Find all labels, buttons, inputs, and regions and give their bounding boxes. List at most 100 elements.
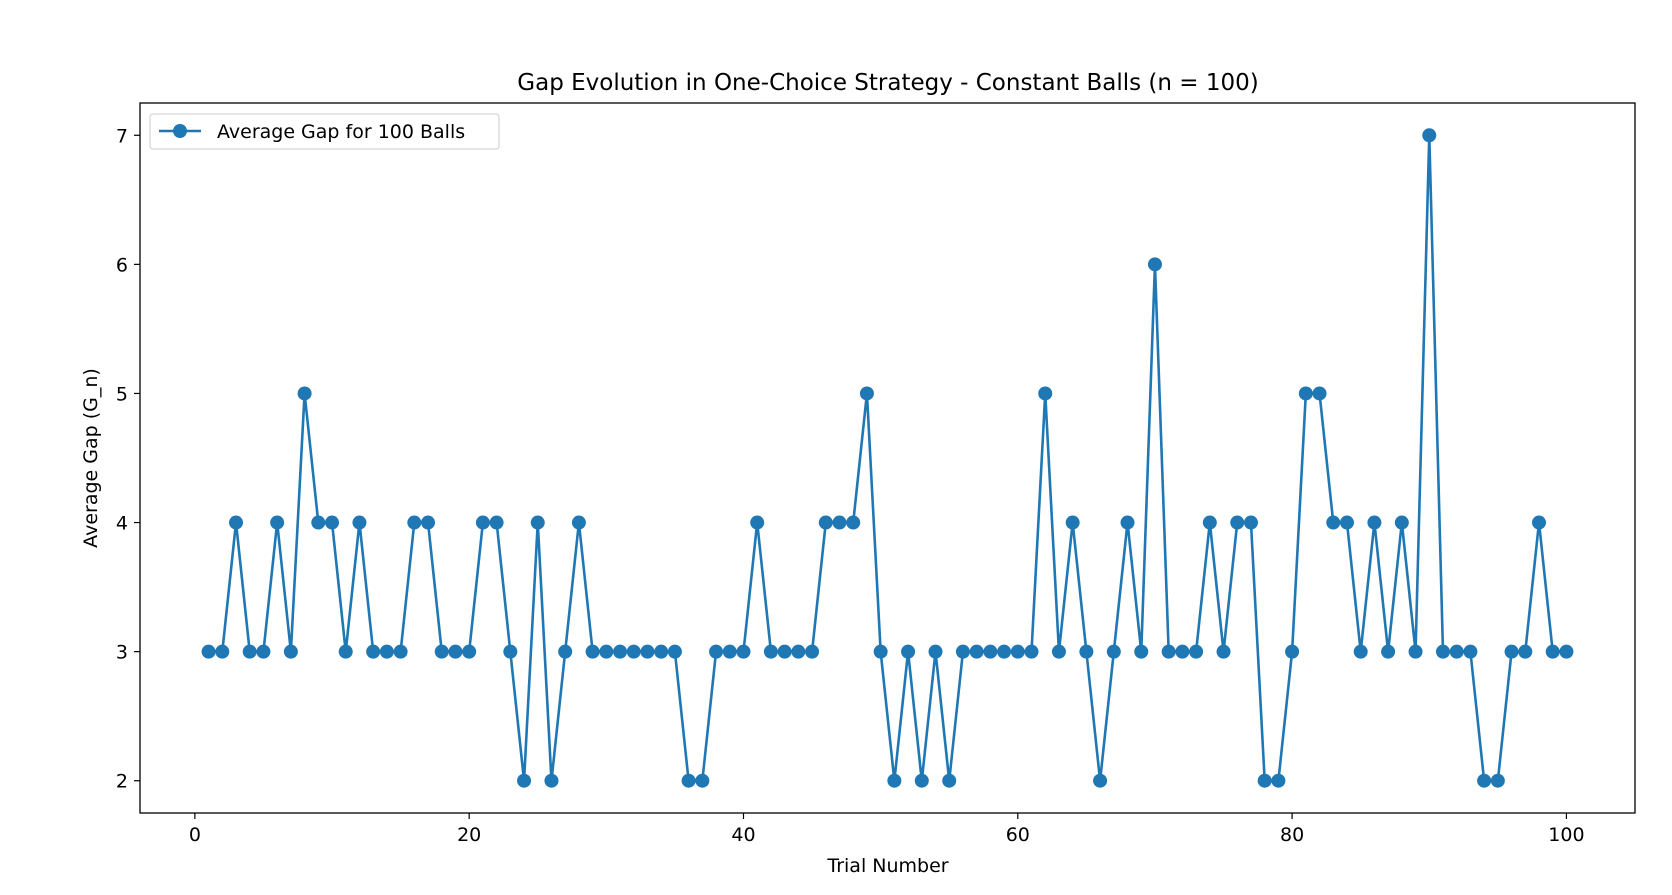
data-point (1189, 644, 1204, 659)
data-point (421, 515, 436, 530)
data-point (366, 644, 381, 659)
data-point (599, 644, 614, 659)
data-point (352, 515, 367, 530)
data-point (1230, 515, 1245, 530)
data-point (1134, 644, 1149, 659)
data-point (201, 644, 216, 659)
legend-label: Average Gap for 100 Balls (217, 121, 465, 143)
data-point (873, 644, 888, 659)
data-point (955, 644, 970, 659)
y-tick-label: 7 (116, 125, 128, 147)
data-point (791, 644, 806, 659)
y-tick-label: 4 (116, 513, 128, 535)
data-point (1449, 644, 1464, 659)
data-point (1243, 515, 1258, 530)
y-tick-label: 3 (116, 642, 128, 664)
data-point (983, 644, 998, 659)
x-axis-label: Trial Number (826, 855, 948, 877)
data-point (448, 644, 463, 659)
data-point (722, 644, 737, 659)
data-point (818, 515, 833, 530)
x-tick-label: 20 (457, 824, 481, 846)
data-point (763, 644, 778, 659)
data-point (393, 644, 408, 659)
data-point (434, 644, 449, 659)
data-point (325, 515, 340, 530)
data-point (1353, 644, 1368, 659)
data-point (1285, 644, 1300, 659)
data-point (1024, 644, 1039, 659)
data-point (571, 515, 586, 530)
data-point (270, 515, 285, 530)
data-point (1408, 644, 1423, 659)
data-point (1381, 644, 1396, 659)
data-point (297, 386, 312, 401)
data-point (942, 773, 957, 788)
data-point (1271, 773, 1286, 788)
data-point (283, 644, 298, 659)
x-tick-label: 100 (1548, 824, 1584, 846)
data-point (805, 644, 820, 659)
legend: Average Gap for 100 Balls (149, 113, 500, 150)
data-point (1257, 773, 1272, 788)
plot-area (201, 128, 1574, 788)
data-point (215, 644, 230, 659)
data-point (544, 773, 559, 788)
data-point (997, 644, 1012, 659)
data-point (928, 644, 943, 659)
data-point (640, 644, 655, 659)
y-axis: 2 3 4 5 6 7 (116, 125, 140, 793)
data-point (229, 515, 244, 530)
data-point (777, 644, 792, 659)
data-point (1545, 644, 1560, 659)
y-tick-label: 5 (116, 383, 128, 405)
y-tick-label: 2 (116, 771, 128, 793)
data-point (1010, 644, 1025, 659)
y-tick-label: 6 (116, 254, 128, 276)
data-point (530, 515, 545, 530)
data-point (1147, 257, 1162, 272)
plot-frame (139, 102, 1636, 814)
data-point (709, 644, 724, 659)
data-point (681, 773, 696, 788)
data-point (489, 515, 504, 530)
x-tick-label: 60 (1006, 824, 1030, 846)
data-point (901, 644, 916, 659)
data-point (1038, 386, 1053, 401)
data-point (736, 644, 751, 659)
data-point (667, 644, 682, 659)
data-point (914, 773, 929, 788)
data-point (654, 644, 669, 659)
data-point (1339, 515, 1354, 530)
data-point (695, 773, 710, 788)
data-point (859, 386, 874, 401)
x-tick-label: 40 (731, 824, 755, 846)
legend-point-marker (173, 124, 187, 138)
data-point (1051, 644, 1066, 659)
data-point (1490, 773, 1505, 788)
data-point (1079, 644, 1094, 659)
legend-box (149, 113, 500, 150)
data-point (379, 644, 394, 659)
y-axis-label: Average Gap (G_n) (80, 368, 102, 548)
data-point (1216, 644, 1231, 659)
data-point (475, 515, 490, 530)
data-point (1312, 386, 1327, 401)
data-point (832, 515, 847, 530)
data-point (1504, 644, 1519, 659)
data-point (462, 644, 477, 659)
data-point (256, 644, 271, 659)
data-point (1518, 644, 1533, 659)
x-tick-label: 80 (1280, 824, 1304, 846)
data-point (407, 515, 422, 530)
data-point (626, 644, 641, 659)
data-point (750, 515, 765, 530)
data-point (1106, 644, 1121, 659)
data-point (1161, 644, 1176, 659)
data-point (311, 515, 326, 530)
data-point (1435, 644, 1450, 659)
data-point (1175, 644, 1190, 659)
data-point (585, 644, 600, 659)
data-point (1120, 515, 1135, 530)
